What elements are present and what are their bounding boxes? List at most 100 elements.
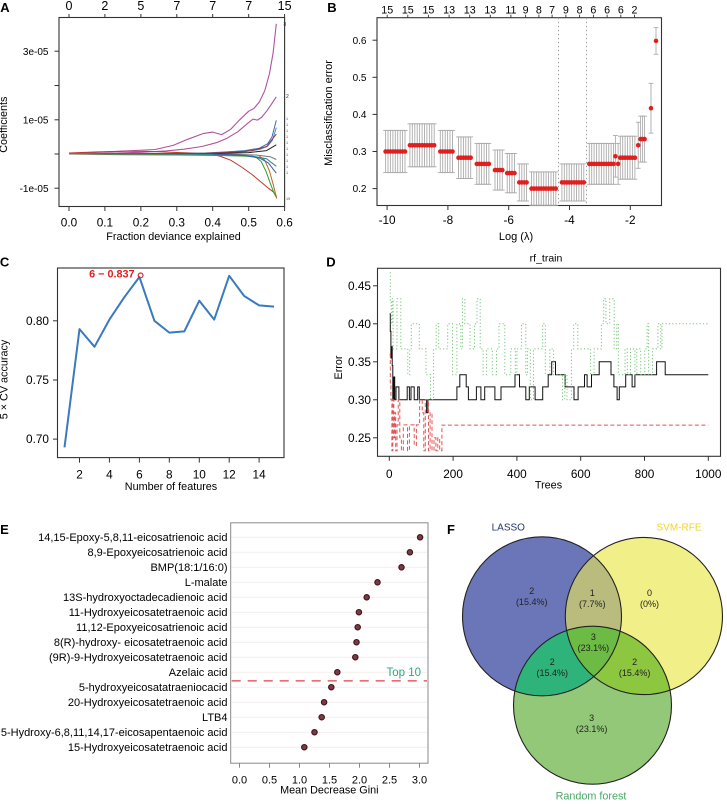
- svg-text:11,12-Epoxyeicosatrienoic acid: 11,12-Epoxyeicosatrienoic acid: [76, 622, 227, 634]
- svg-text:(7.7%): (7.7%): [579, 599, 606, 609]
- svg-text:1: 1: [286, 165, 288, 169]
- svg-text:0.80: 0.80: [26, 314, 49, 328]
- svg-text:0.5: 0.5: [240, 216, 257, 230]
- svg-text:0.75: 0.75: [26, 373, 49, 387]
- svg-text:0.1: 0.1: [97, 216, 113, 230]
- svg-text:1: 1: [286, 135, 288, 139]
- svg-text:13: 13: [464, 5, 476, 17]
- svg-text:-8: -8: [443, 213, 454, 227]
- svg-text:0.6: 0.6: [276, 216, 293, 230]
- svg-text:5 × CV accuracy: 5 × CV accuracy: [0, 339, 11, 419]
- svg-text:2: 2: [76, 467, 83, 481]
- svg-text:L-malate: L-malate: [185, 577, 228, 589]
- svg-text:10: 10: [193, 467, 207, 481]
- svg-text:2: 2: [632, 657, 637, 667]
- svg-text:D: D: [326, 255, 335, 270]
- svg-text:200: 200: [443, 467, 463, 481]
- svg-text:15: 15: [402, 5, 414, 17]
- svg-text:Azelaic acid: Azelaic acid: [169, 667, 228, 679]
- svg-text:Misclassification error: Misclassification error: [323, 60, 335, 166]
- svg-text:1: 1: [286, 129, 288, 133]
- svg-text:0: 0: [647, 588, 652, 598]
- svg-text:0.3: 0.3: [353, 147, 367, 158]
- svg-text:11-Hydroxyeicosatetraenoic aci: 11-Hydroxyeicosatetraenoic acid: [69, 607, 228, 619]
- svg-text:C: C: [0, 255, 10, 270]
- svg-text:(23.1%): (23.1%): [578, 643, 610, 653]
- svg-text:15: 15: [422, 5, 434, 17]
- svg-text:8: 8: [577, 5, 583, 17]
- svg-text:15: 15: [286, 197, 290, 201]
- svg-text:0.4: 0.4: [353, 110, 367, 121]
- svg-text:11: 11: [505, 5, 516, 17]
- svg-text:14,15-Epoxy-5,8,11-eicosatrien: 14,15-Epoxy-5,8,11-eicosatrienoic acid: [38, 532, 227, 544]
- svg-text:15: 15: [278, 0, 292, 13]
- svg-text:5: 5: [137, 0, 144, 13]
- svg-text:BMP(18:1/16:0): BMP(18:1/16:0): [150, 562, 227, 574]
- svg-text:(9R)-9-Hydroxyeicosatetraenoic: (9R)-9-Hydroxyeicosatetraenoic acid: [49, 652, 228, 664]
- svg-text:0.0: 0.0: [232, 774, 247, 786]
- svg-text:0.3: 0.3: [169, 216, 186, 230]
- svg-text:-10: -10: [379, 213, 396, 227]
- svg-text:6: 6: [618, 5, 624, 17]
- svg-text:0.70: 0.70: [26, 432, 49, 446]
- svg-text:800: 800: [635, 467, 655, 481]
- svg-text:8,9-Epoxyeicosatrienoic acid: 8,9-Epoxyeicosatrienoic acid: [87, 547, 227, 559]
- svg-text:0.4: 0.4: [204, 216, 221, 230]
- svg-text:Log (λ): Log (λ): [499, 231, 533, 243]
- svg-text:Number of features: Number of features: [125, 481, 218, 493]
- svg-text:400: 400: [507, 467, 527, 481]
- svg-text:0.30: 0.30: [348, 393, 371, 407]
- svg-text:1: 1: [590, 588, 595, 598]
- svg-text:0.0: 0.0: [61, 216, 78, 230]
- svg-text:8: 8: [536, 5, 542, 17]
- svg-text:0.45: 0.45: [348, 279, 371, 293]
- svg-text:0: 0: [386, 467, 393, 481]
- svg-text:1000: 1000: [695, 467, 722, 481]
- svg-text:6: 6: [136, 467, 143, 481]
- svg-text:1: 1: [286, 117, 288, 121]
- svg-text:600: 600: [571, 467, 591, 481]
- svg-text:1.0: 1.0: [292, 774, 307, 786]
- svg-text:Mean Decrease Gini: Mean Decrease Gini: [280, 785, 378, 797]
- svg-text:0.6: 0.6: [353, 36, 367, 47]
- svg-text:1: 1: [286, 153, 288, 157]
- svg-text:8(R)-hydroxy- eicosatetraenoic: 8(R)-hydroxy- eicosatetraenoic acid: [54, 637, 228, 649]
- svg-text:-1e-05: -1e-05: [20, 184, 49, 195]
- svg-text:5-Hydroxy-6,8,11,14,17-eicosap: 5-Hydroxy-6,8,11,14,17-eicosapentaenoic …: [1, 727, 228, 739]
- svg-text:1: 1: [286, 159, 288, 163]
- svg-text:0.35: 0.35: [348, 355, 371, 369]
- svg-text:8: 8: [284, 22, 287, 28]
- svg-text:0.5: 0.5: [353, 73, 367, 84]
- svg-text:13: 13: [484, 5, 496, 17]
- svg-text:-6: -6: [503, 213, 514, 227]
- svg-text:3e-05: 3e-05: [23, 47, 49, 58]
- svg-text:0.40: 0.40: [348, 317, 371, 331]
- svg-text:Trees: Trees: [535, 480, 563, 492]
- svg-text:2.0: 2.0: [352, 774, 367, 786]
- svg-text:2: 2: [632, 5, 638, 17]
- svg-text:SVM-RFE: SVM-RFE: [657, 523, 702, 534]
- svg-text:E: E: [0, 522, 9, 537]
- svg-text:1: 1: [286, 147, 288, 151]
- svg-text:9: 9: [523, 5, 529, 17]
- svg-text:LASSO: LASSO: [492, 523, 526, 534]
- svg-text:3: 3: [589, 713, 594, 723]
- svg-text:6: 6: [604, 5, 610, 17]
- svg-text:1.5: 1.5: [322, 774, 337, 786]
- svg-text:8: 8: [166, 467, 173, 481]
- svg-text:13: 13: [443, 5, 455, 17]
- svg-text:B: B: [327, 0, 336, 15]
- svg-text:7: 7: [209, 0, 216, 13]
- svg-text:2.5: 2.5: [382, 774, 397, 786]
- svg-text:15: 15: [381, 5, 393, 17]
- svg-text:5-hydroxyeicosatatraeniocacid: 5-hydroxyeicosatatraeniocacid: [79, 682, 228, 694]
- svg-text:20-Hydroxyeicosatetraenoic aci: 20-Hydroxyeicosatetraenoic acid: [68, 697, 228, 709]
- svg-text:7: 7: [245, 0, 252, 13]
- svg-text:15-Hydroxyeicosatetraenoic aci: 15-Hydroxyeicosatetraenoic acid: [68, 742, 228, 754]
- svg-text:-2: -2: [625, 213, 636, 227]
- svg-text:0.2: 0.2: [353, 184, 367, 195]
- svg-text:A: A: [0, 0, 10, 15]
- svg-text:0.2: 0.2: [133, 216, 149, 230]
- svg-text:3.0: 3.0: [412, 774, 427, 786]
- svg-text:2: 2: [286, 94, 289, 100]
